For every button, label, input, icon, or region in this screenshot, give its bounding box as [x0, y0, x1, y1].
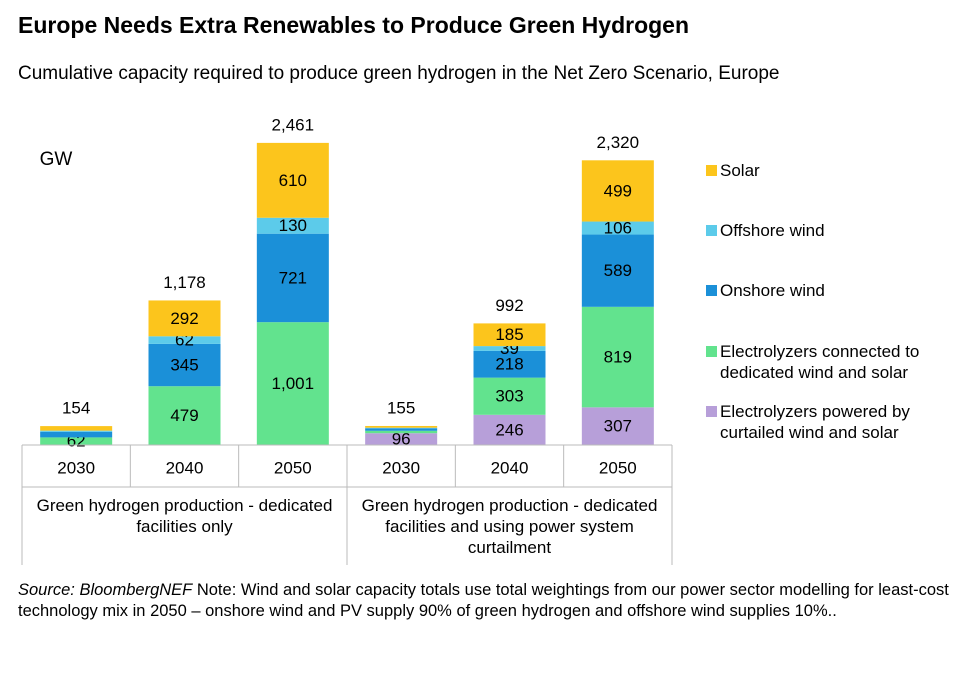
bar-segment	[40, 437, 113, 445]
bar-segment	[40, 430, 113, 432]
bar-segment	[148, 300, 221, 337]
bar-segment	[581, 234, 654, 307]
y-axis-label: GW	[40, 149, 73, 170]
note: Note: Wind and solar capacity totals use…	[18, 581, 949, 620]
bar-segment	[365, 427, 438, 429]
bar-segment	[365, 433, 438, 445]
bar-segment	[581, 160, 654, 222]
data-label: 499	[604, 181, 632, 200]
x-tick-label: 2050	[599, 458, 637, 477]
data-label: 307	[604, 417, 632, 436]
bar-segment	[473, 346, 546, 351]
legend-swatch	[706, 406, 717, 417]
bar-segment	[256, 217, 329, 234]
bar-segment	[473, 350, 546, 378]
bar-segment	[581, 221, 654, 235]
bar-segment	[40, 426, 113, 431]
group-label: Green hydrogen production - dedicated fa…	[36, 496, 333, 536]
data-label: 96	[392, 430, 411, 449]
x-tick-label: 2030	[57, 458, 95, 477]
total-label: 992	[495, 296, 523, 315]
x-tick-label: 2030	[382, 458, 420, 477]
source-note: Source: BloombergNEF Note: Wind and sola…	[18, 580, 963, 622]
legend-swatch	[706, 285, 717, 296]
total-label: 155	[387, 398, 415, 417]
x-tick-label: 2040	[491, 458, 529, 477]
data-label: 303	[495, 387, 523, 406]
legend-label: Offshore wind	[720, 221, 825, 240]
bar-segment	[256, 142, 329, 218]
bar-segment	[473, 323, 546, 347]
bar-segment	[581, 407, 654, 445]
data-label: 721	[279, 268, 307, 287]
data-label: 345	[170, 356, 198, 375]
data-label: 106	[604, 219, 632, 238]
data-label: 218	[495, 355, 523, 374]
data-label: 130	[279, 216, 307, 235]
data-label: 185	[495, 325, 523, 344]
bar-segment	[473, 377, 546, 415]
source: Source: BloombergNEF	[18, 581, 193, 599]
bar-segment	[581, 306, 654, 408]
bar-segment	[365, 430, 438, 434]
bar-segment	[473, 414, 546, 445]
chart-subtitle: Cumulative capacity required to produce …	[18, 63, 780, 84]
data-label: 1,001	[272, 374, 315, 393]
data-label: 819	[604, 348, 632, 367]
bar-segment	[148, 386, 221, 445]
legend-label: Electrolyzers powered by curtailed wind …	[720, 402, 910, 442]
total-label: 154	[62, 399, 90, 418]
total-label: 1,178	[163, 273, 206, 292]
total-label: 2,320	[597, 133, 640, 152]
bar-segment	[256, 233, 329, 323]
group-label: Green hydrogen production - dedicated fa…	[361, 496, 658, 557]
chart-title: Europe Needs Extra Renewables to Produce…	[18, 12, 690, 38]
legend-label: Electrolyzers connected to dedicated win…	[720, 342, 920, 382]
data-label: 610	[279, 171, 307, 190]
legend-swatch	[706, 165, 717, 176]
bar-segment	[256, 322, 329, 445]
data-label: 589	[604, 261, 632, 280]
bar-segment	[148, 343, 221, 387]
bar-segment	[365, 428, 438, 431]
data-label: 246	[495, 420, 523, 439]
legend-label: Onshore wind	[720, 281, 825, 300]
bar-segment	[365, 425, 438, 428]
bar-segment	[40, 431, 113, 438]
data-label: 292	[170, 309, 198, 328]
bar-segment	[148, 336, 221, 344]
total-label: 2,461	[272, 115, 315, 134]
x-tick-label: 2040	[166, 458, 204, 477]
legend-swatch	[706, 225, 717, 236]
data-label: 479	[170, 406, 198, 425]
x-tick-label: 2050	[274, 458, 312, 477]
legend-label: Solar	[720, 161, 760, 180]
legend-swatch	[706, 346, 717, 357]
